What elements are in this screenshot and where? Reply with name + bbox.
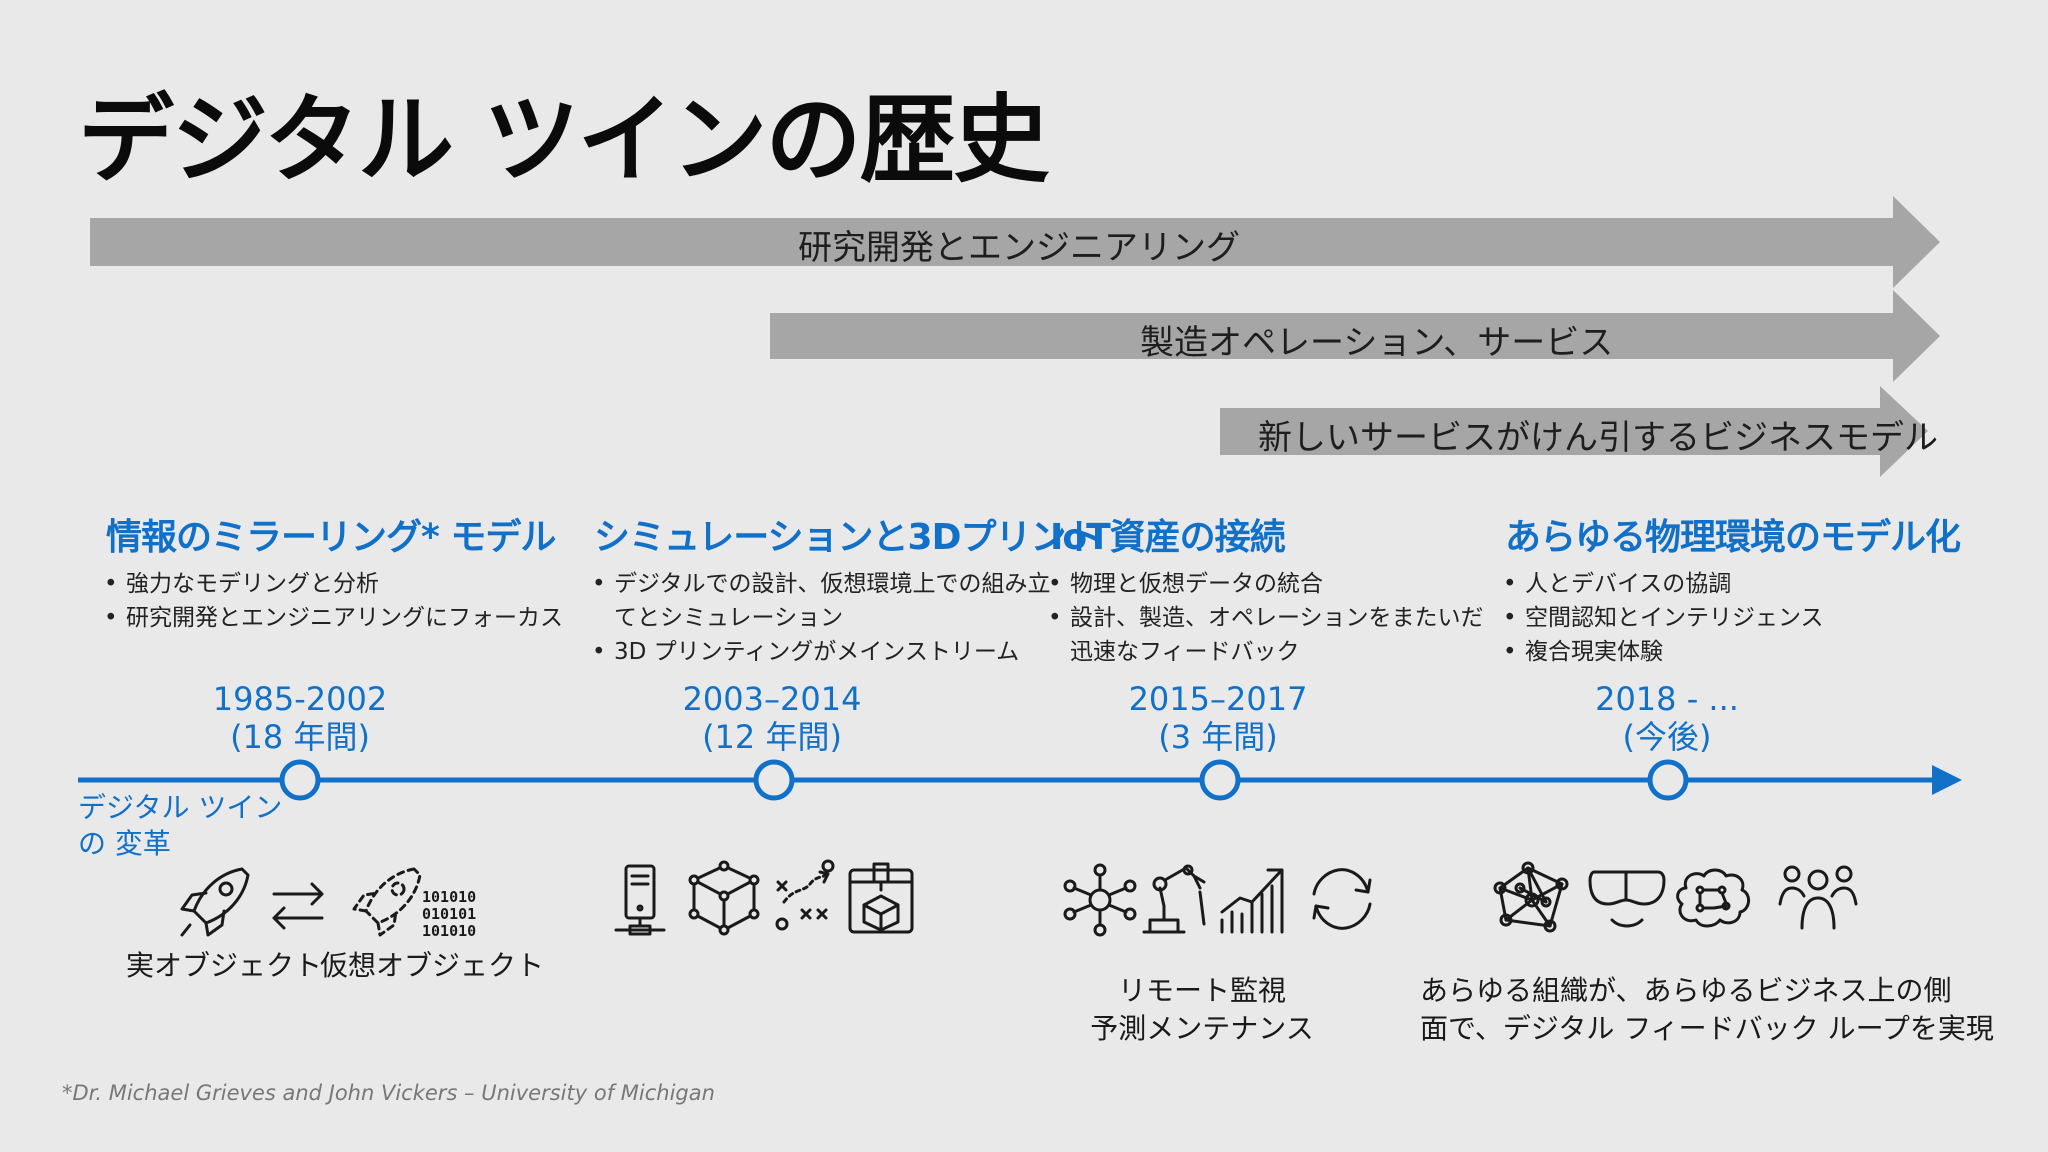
bullet-item: 強力なモデリングと分析 bbox=[104, 567, 563, 601]
timeline-node bbox=[1647, 759, 1689, 801]
caption-iot: リモート監視 予測メンテナンス bbox=[1090, 974, 1314, 1045]
people-icon bbox=[1778, 865, 1858, 930]
bullet-item: 3D プリンティングがメインストリーム bbox=[592, 635, 1051, 669]
phase-label-business: 新しいサービスがけん引するビジネスモデル bbox=[1258, 418, 1938, 458]
timeline-node bbox=[279, 759, 321, 801]
era-years-iot: 2015–2017 (3 年間) bbox=[1128, 680, 1308, 756]
svg-text:010101: 010101 bbox=[422, 905, 476, 923]
era-heading-simulation: シミュレーションと3Dプリント bbox=[594, 517, 1101, 558]
strategy-play-icon bbox=[775, 859, 835, 931]
timeline-node bbox=[1199, 759, 1241, 801]
robot-arm-icon bbox=[1142, 864, 1206, 934]
era-years-simulation: 2003–2014 (12 年間) bbox=[682, 680, 862, 756]
svg-text:101010: 101010 bbox=[422, 888, 476, 906]
brain-circuit-icon bbox=[1676, 868, 1750, 928]
axis-label: デジタル ツイン の 変革 bbox=[78, 791, 283, 860]
caption-future: あらゆる組織が、あらゆるビジネス上の側 面で、デジタル フィードバック ループを… bbox=[1420, 974, 1994, 1045]
timeline-arrowhead bbox=[1932, 765, 1962, 795]
era-bullets-mirroring: 強力なモデリングと分析 研究開発とエンジニアリングにフォーカス bbox=[104, 567, 563, 635]
3d-printer-icon bbox=[848, 862, 914, 934]
svg-text:101010: 101010 bbox=[422, 922, 476, 940]
bullet-item: 空間認知とインテリジェンス bbox=[1503, 601, 1824, 635]
caption-real-object: 実オブジェクト bbox=[126, 949, 323, 982]
refresh-icon bbox=[1312, 868, 1372, 930]
footnote: *Dr. Michael Grieves and John Vickers – … bbox=[62, 1081, 715, 1105]
phase-arrow-business bbox=[1220, 386, 1928, 477]
era-heading-iot: IoT資産の接続 bbox=[1050, 517, 1286, 558]
era-heading-physical: あらゆる物理環境のモデル化 bbox=[1505, 517, 1961, 558]
computer-tower-icon bbox=[614, 864, 666, 936]
vr-headset-icon bbox=[1588, 870, 1666, 928]
phase-label-manufacturing: 製造オペレーション、サービス bbox=[1140, 323, 1614, 363]
growth-chart-icon bbox=[1220, 868, 1284, 934]
era-heading-mirroring: 情報のミラーリング* モデル bbox=[106, 517, 556, 558]
caption-virtual-object: 仮想オブジェクト bbox=[320, 949, 545, 982]
mesh-network-icon bbox=[1493, 861, 1569, 933]
phase-arrow-manufacturing bbox=[770, 290, 1940, 382]
phase-arrow-rnd bbox=[90, 196, 1940, 288]
virtual-rocket-icon bbox=[352, 867, 422, 937]
era-years-mirroring: 1985-2002 (18 年間) bbox=[212, 680, 388, 756]
binary-icon: 101010 010101 101010 bbox=[422, 888, 476, 940]
swap-arrows-icon bbox=[272, 882, 324, 930]
era-bullets-physical: 人とデバイスの協調 空間認知とインテリジェンス 複合現実体験 bbox=[1503, 567, 1824, 669]
era-years-physical: 2018 - ... (今後) bbox=[1595, 680, 1739, 756]
bullet-item: 物理と仮想データの統合 bbox=[1048, 567, 1484, 601]
bullet-item: 研究開発とエンジニアリングにフォーカス bbox=[104, 601, 563, 635]
bullet-item: 複合現実体験 bbox=[1503, 635, 1824, 669]
rocket-icon bbox=[180, 867, 250, 937]
timeline-node bbox=[753, 759, 795, 801]
cube-icon bbox=[688, 860, 760, 936]
phase-label-rnd: 研究開発とエンジニアリング bbox=[798, 228, 1240, 268]
bullet-item: 人とデバイスの協調 bbox=[1503, 567, 1824, 601]
hub-network-icon bbox=[1063, 863, 1137, 937]
page-title: デジタル ツインの歴史 bbox=[78, 84, 1050, 196]
